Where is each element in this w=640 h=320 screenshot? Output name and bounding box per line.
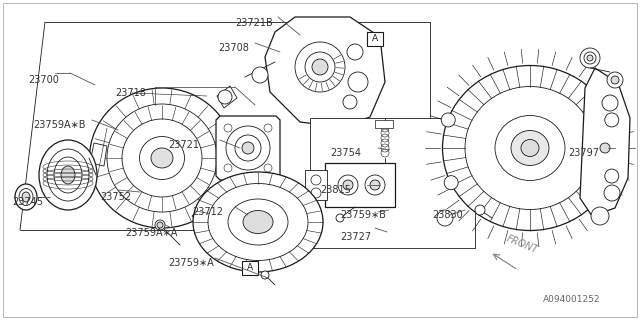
Ellipse shape — [22, 192, 30, 202]
Circle shape — [365, 175, 385, 195]
Bar — [310, 118, 475, 248]
Text: 23718: 23718 — [115, 88, 146, 98]
Ellipse shape — [107, 104, 217, 212]
Circle shape — [224, 124, 232, 132]
Circle shape — [602, 95, 618, 111]
Ellipse shape — [47, 149, 89, 201]
Circle shape — [264, 124, 272, 132]
Text: 23721B: 23721B — [235, 18, 273, 28]
Text: 23752: 23752 — [100, 192, 131, 202]
Bar — [367, 32, 383, 46]
Circle shape — [264, 164, 272, 172]
Ellipse shape — [465, 86, 595, 210]
Circle shape — [587, 55, 593, 61]
Circle shape — [295, 42, 345, 92]
Text: 23745: 23745 — [12, 197, 43, 207]
Text: 23712: 23712 — [192, 207, 223, 217]
Bar — [305, 170, 327, 200]
Ellipse shape — [511, 131, 549, 165]
Circle shape — [235, 135, 261, 161]
Text: 23759A∗B: 23759A∗B — [33, 120, 86, 130]
Text: 23727: 23727 — [340, 232, 371, 242]
Ellipse shape — [495, 116, 565, 180]
Ellipse shape — [39, 140, 97, 210]
Circle shape — [196, 213, 208, 225]
Text: 23815: 23815 — [320, 185, 351, 195]
Circle shape — [242, 142, 254, 154]
Circle shape — [261, 271, 269, 279]
Ellipse shape — [122, 119, 202, 197]
Circle shape — [444, 176, 458, 190]
Ellipse shape — [61, 166, 75, 184]
Text: 23759∗B: 23759∗B — [340, 210, 386, 220]
Circle shape — [338, 175, 358, 195]
Polygon shape — [216, 116, 280, 180]
Text: 23759A∗A: 23759A∗A — [125, 228, 177, 238]
Polygon shape — [192, 208, 214, 230]
Circle shape — [226, 126, 270, 170]
Circle shape — [218, 90, 232, 104]
Circle shape — [607, 72, 623, 88]
Text: A: A — [372, 34, 378, 43]
Bar — [375, 120, 393, 128]
Text: A094001252: A094001252 — [543, 295, 600, 304]
Circle shape — [311, 188, 321, 198]
Circle shape — [600, 143, 610, 153]
Ellipse shape — [140, 137, 184, 180]
Circle shape — [312, 59, 328, 75]
Circle shape — [343, 180, 353, 190]
Circle shape — [305, 52, 335, 82]
Circle shape — [343, 95, 357, 109]
Ellipse shape — [442, 66, 618, 230]
Ellipse shape — [228, 199, 288, 245]
Circle shape — [155, 220, 165, 230]
Circle shape — [604, 185, 620, 201]
Text: 23754: 23754 — [330, 148, 361, 158]
Circle shape — [311, 175, 321, 185]
Polygon shape — [265, 17, 385, 127]
Circle shape — [347, 44, 363, 60]
Circle shape — [224, 164, 232, 172]
Text: 23721: 23721 — [168, 140, 199, 150]
Circle shape — [157, 222, 163, 228]
Bar — [325, 163, 395, 207]
Ellipse shape — [19, 188, 33, 205]
Text: 23708: 23708 — [218, 43, 249, 53]
Circle shape — [475, 205, 485, 215]
Circle shape — [591, 207, 609, 225]
Ellipse shape — [208, 183, 308, 260]
Circle shape — [605, 169, 619, 183]
Ellipse shape — [193, 172, 323, 272]
Text: 23830: 23830 — [432, 210, 463, 220]
Circle shape — [370, 180, 380, 190]
Circle shape — [611, 76, 619, 84]
Text: 23700: 23700 — [28, 75, 59, 85]
Ellipse shape — [243, 211, 273, 234]
Text: A: A — [247, 263, 253, 272]
Ellipse shape — [151, 148, 173, 168]
Polygon shape — [217, 86, 237, 108]
Circle shape — [252, 67, 268, 83]
Circle shape — [336, 214, 344, 222]
Ellipse shape — [521, 140, 539, 156]
Circle shape — [441, 113, 455, 127]
Polygon shape — [90, 143, 107, 166]
Circle shape — [580, 48, 600, 68]
Text: 23759∗A: 23759∗A — [168, 258, 214, 268]
Ellipse shape — [15, 184, 37, 210]
Text: FRONT: FRONT — [505, 233, 540, 255]
Circle shape — [584, 52, 596, 64]
Circle shape — [348, 72, 368, 92]
Text: 23797: 23797 — [568, 148, 599, 158]
Bar — [242, 261, 258, 275]
Ellipse shape — [54, 157, 82, 193]
Ellipse shape — [90, 88, 234, 228]
Circle shape — [437, 210, 453, 226]
Circle shape — [605, 113, 619, 127]
Polygon shape — [580, 68, 630, 216]
